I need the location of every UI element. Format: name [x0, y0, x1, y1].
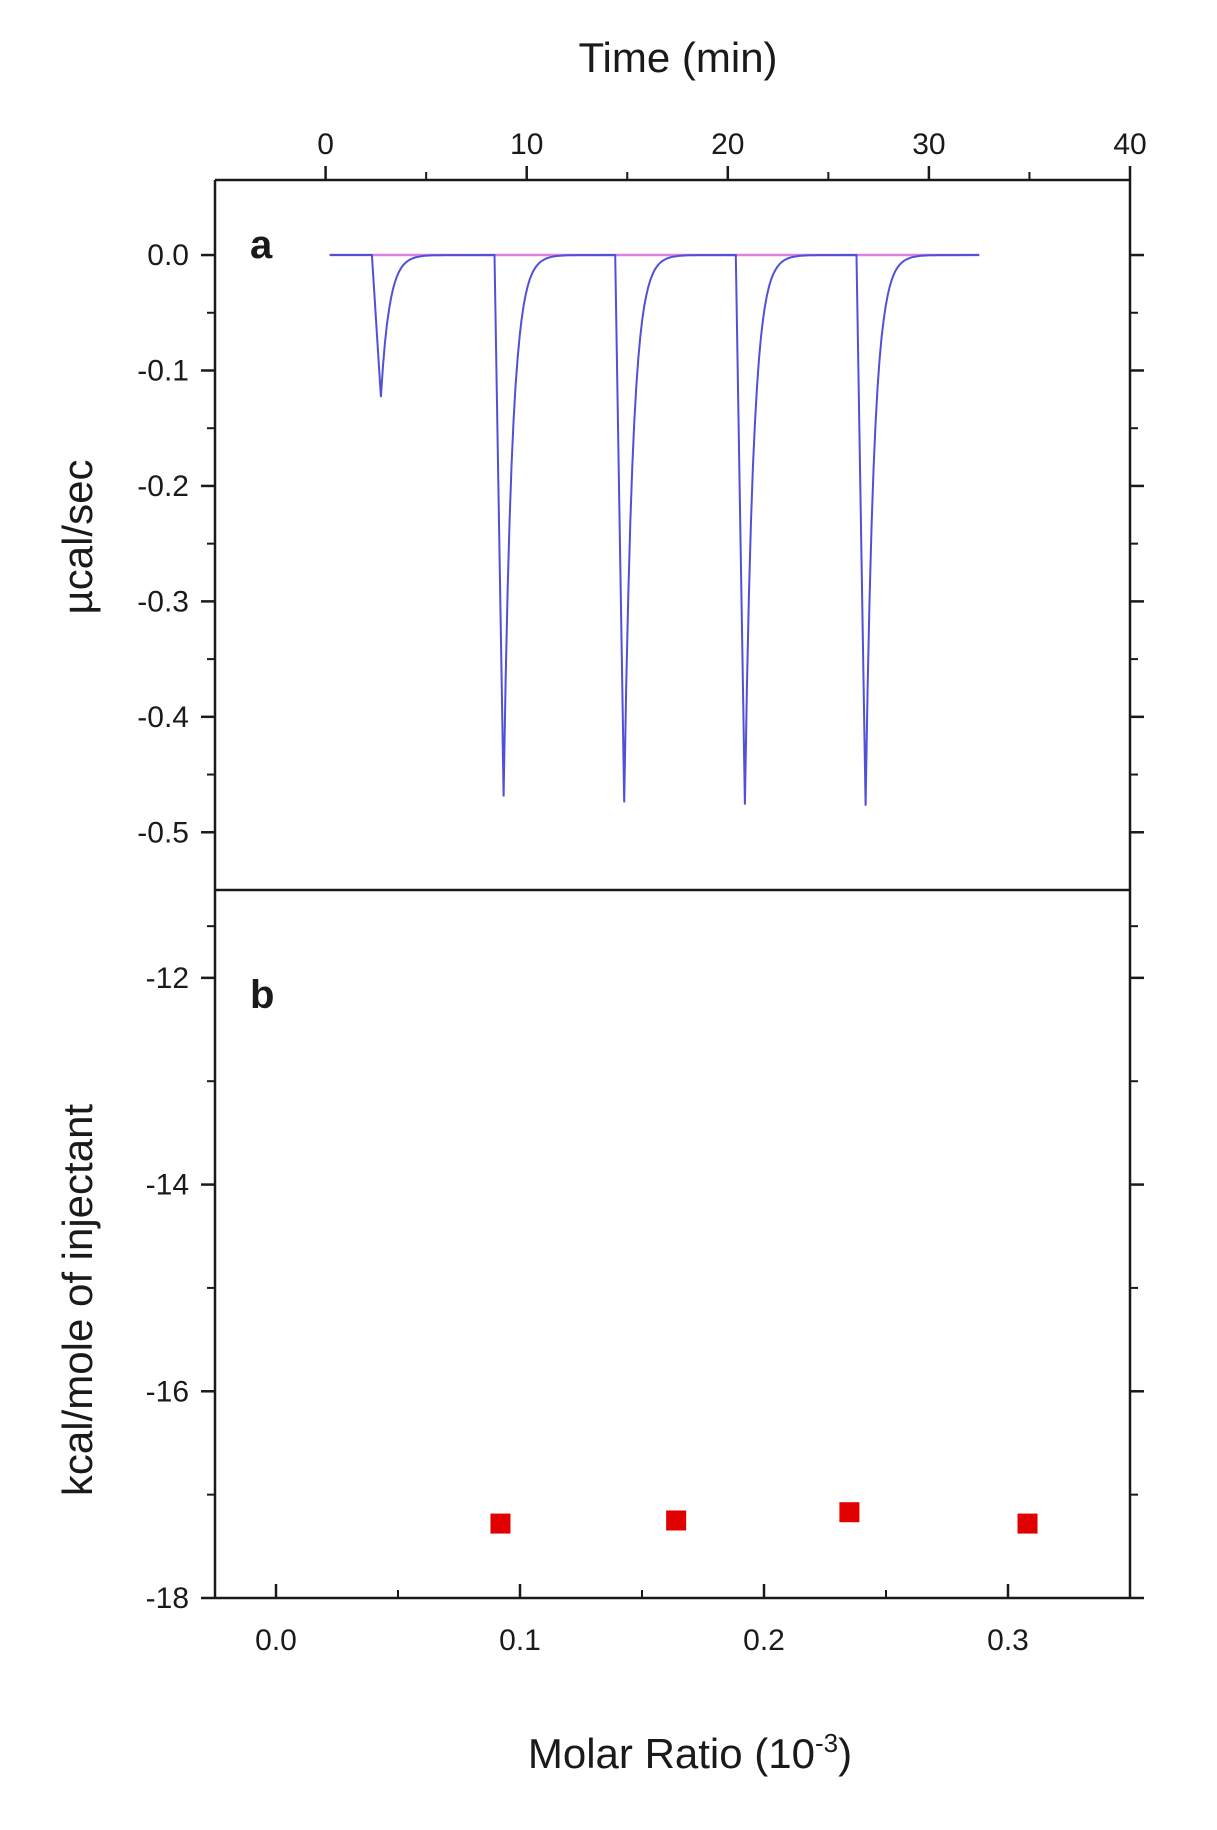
panel-a-y-tick-label: -0.3 — [137, 585, 189, 618]
panel-a-x-tick-label: 30 — [912, 128, 945, 161]
panel-a-x-tick-label: 0 — [317, 128, 334, 161]
panel-b-x-tick-label: 0.2 — [743, 1624, 785, 1657]
panel-b-x-axis-title: Molar Ratio (10-3) — [528, 1728, 852, 1777]
panel-a-heat-trace-line — [329, 253, 980, 806]
panel-b-data-point — [1017, 1513, 1038, 1534]
panel-a-y-tick-label: -0.4 — [137, 701, 189, 734]
panel-b-x-tick-label: 0.1 — [499, 1624, 541, 1657]
panel-b-letter: b — [250, 973, 274, 1017]
panel-b-y-tick-label: -16 — [146, 1375, 189, 1408]
panel-a-y-tick-label: -0.5 — [137, 816, 189, 849]
panel-a-x-tick-label: 10 — [510, 128, 543, 161]
panel-b-x-axis-title-suffix: ) — [838, 1730, 852, 1777]
panel-b-y-tick-label: -14 — [146, 1169, 189, 1202]
panel-b-y-tick-label: -12 — [146, 962, 189, 995]
panel-a-y-tick-label: -0.2 — [137, 470, 189, 503]
panel-a-axes: 0 10 20 30 40 0.0 -0.1 -0.2 -0.3 -0.4 -0.5 — [137, 128, 1147, 892]
panel-b-data-point — [839, 1502, 860, 1523]
panel-b-plot-area — [490, 1502, 1038, 1534]
panel-b-x-tick-label: 0.0 — [255, 1624, 297, 1657]
panel-a-plot-area — [329, 253, 980, 806]
panel-b-x-axis-title-superscript: -3 — [815, 1728, 838, 1758]
panel-a-heat-trace: 0 10 20 30 40 0.0 -0.1 -0.2 -0.3 -0.4 -0.5 a Time … — [54, 34, 1147, 892]
panel-a-y-tick-label: 0.0 — [147, 239, 189, 272]
panel-a-x-tick-label: 40 — [1113, 128, 1146, 161]
panel-a-y-tick-label: -0.1 — [137, 354, 189, 387]
panel-a-x-tick-label: 20 — [711, 128, 744, 161]
panel-b-integrated-heats: 0.0 0.1 0.2 0.3 -12 -14 -16 -18 b Molar Ratio (… — [54, 890, 1144, 1777]
panel-b-data-point — [666, 1510, 687, 1531]
panel-b-y-tick-label: -18 — [146, 1582, 189, 1615]
panel-b-axes: 0.0 0.1 0.2 0.3 -12 -14 -16 -18 — [146, 890, 1144, 1657]
panel-b-y-axis-title: kcal/mole of injectant — [54, 1104, 101, 1497]
panel-b-data-point — [490, 1513, 511, 1534]
panel-a-y-axis-title: µcal/sec — [54, 460, 101, 615]
panel-a-letter: a — [250, 223, 273, 267]
panel-a-x-axis-title: Time (min) — [578, 34, 777, 81]
panel-b-x-tick-label: 0.3 — [987, 1624, 1029, 1657]
panel-b-x-axis-title-main: Molar Ratio (10 — [528, 1730, 815, 1777]
